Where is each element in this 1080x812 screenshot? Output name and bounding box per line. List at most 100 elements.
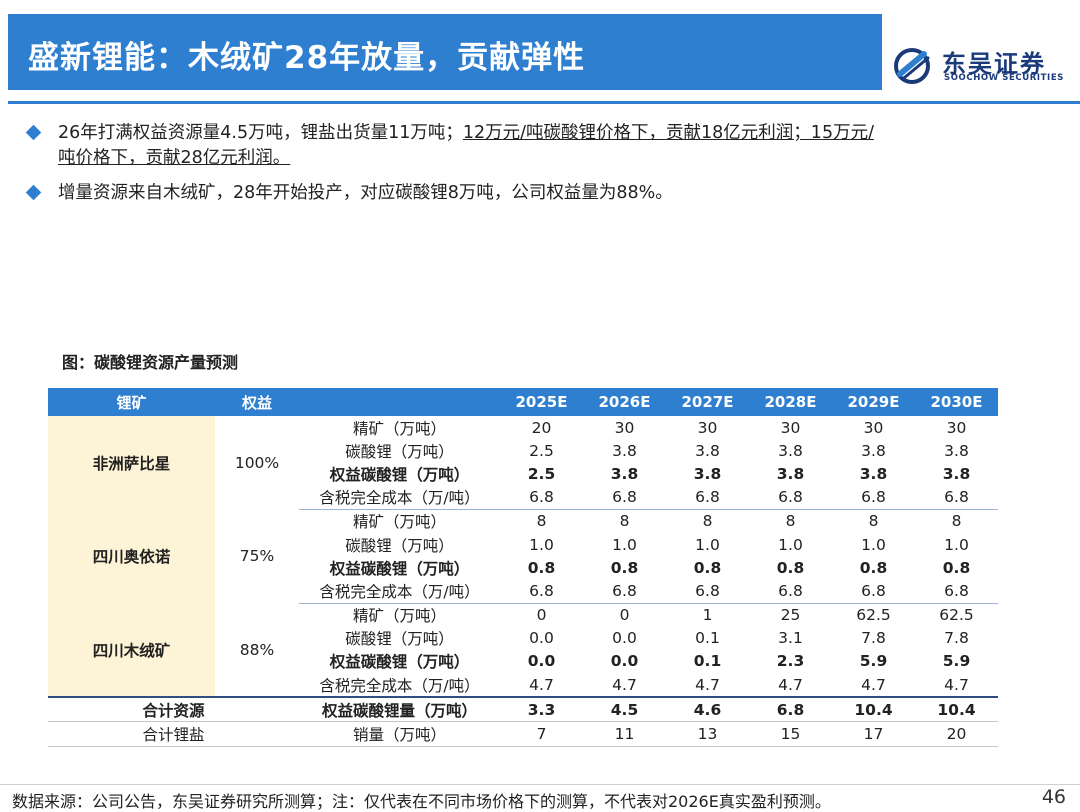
equity-share-cell: 100%	[234, 453, 280, 472]
value-cell: 1.0	[529, 535, 554, 554]
value-cell: 6.8	[500, 485, 583, 510]
table-row: 四川奥依诺 75% 精矿（万吨） 8 8 8 8 8 8	[48, 509, 998, 603]
header-year: 2028E	[749, 388, 832, 416]
value-cell: 1.0	[944, 535, 969, 554]
value-cell: 6.8	[666, 579, 749, 604]
table-row: 碳酸锂（万吨） 1.0 1.0 1.0 1.0 1.0 1.0	[48, 533, 998, 556]
bullet-text: 增量资源来自木绒矿，28年开始投产，对应碳酸锂8万吨，公司权益量为88%。	[58, 183, 673, 203]
table-row: 含税完全成本（万/吨） 6.8 6.8 6.8 6.8 6.8 6.8	[48, 579, 998, 604]
metric-cell: 含税完全成本（万/吨）	[319, 676, 480, 695]
value-cell: 30	[780, 418, 801, 437]
mine-name-cell: 四川奥依诺	[48, 509, 215, 603]
value-cell: 2.5	[529, 441, 554, 460]
value-cell: 4.7	[612, 675, 637, 694]
value-cell: 0	[619, 606, 630, 625]
value-cell: 30	[863, 418, 884, 437]
metric-cell: 含税完全成本（万/吨）	[299, 485, 500, 510]
value-cell: 7.8	[944, 629, 969, 648]
table-row: 碳酸锂（万吨） 2.5 3.8 3.8 3.8 3.8 3.8	[48, 439, 998, 462]
value-cell: 3.8	[861, 441, 886, 460]
value-cell: 3.8	[693, 464, 722, 483]
table-header-row: 锂矿 权益 2025E 2026E 2027E 2028E 2029E 2030…	[48, 388, 998, 416]
value-cell: 20	[531, 418, 552, 437]
value-cell: 0.0	[612, 629, 637, 648]
value-cell: 0.1	[693, 652, 722, 671]
value-cell: 1.0	[695, 535, 720, 554]
header-share: 权益	[215, 388, 299, 416]
value-cell: 6.8	[832, 485, 915, 510]
value-cell: 6.8	[749, 485, 832, 510]
value-cell: 6.8	[500, 579, 583, 604]
header-year: 2029E	[832, 388, 915, 416]
value-cell: 3.8	[776, 464, 805, 483]
value-cell: 0.8	[776, 558, 805, 577]
value-cell: 6.8	[583, 485, 666, 510]
metric-cell: 精矿（万吨）	[352, 513, 446, 532]
value-cell: 3.8	[778, 441, 803, 460]
value-cell: 0.1	[695, 629, 720, 648]
value-cell: 30	[946, 418, 967, 437]
value-cell: 4.7	[778, 675, 803, 694]
metric-cell: 权益碳酸锂（万吨）	[329, 465, 470, 484]
table-row: 含税完全成本（万/吨） 6.8 6.8 6.8 6.8 6.8 6.8	[48, 485, 998, 510]
header-year: 2025E	[500, 388, 583, 416]
value-cell: 5.9	[859, 652, 888, 671]
salt-label-cell: 合计锂盐	[48, 721, 299, 747]
value-cell: 4.7	[861, 675, 886, 694]
metric-cell: 权益碳酸锂（万吨）	[329, 559, 470, 578]
value-cell: 0.8	[859, 558, 888, 577]
salt-value-cell: 11	[583, 721, 666, 747]
total-value-cell: 10.4	[832, 696, 915, 723]
value-cell: 0.8	[942, 558, 971, 577]
metric-cell: 精矿（万吨）	[352, 607, 446, 626]
header-year: 2027E	[666, 388, 749, 416]
value-cell: 6.8	[832, 579, 915, 604]
salt-value-cell: 17	[832, 721, 915, 747]
value-cell: 8	[951, 512, 962, 531]
bullet-text-part: 26年打满权益资源量4.5万吨，锂盐出货量11万吨；	[58, 123, 463, 143]
value-cell: 62.5	[856, 606, 891, 625]
value-cell: 6.8	[915, 579, 998, 604]
header-metric	[299, 388, 500, 416]
production-forecast-table: 锂矿 权益 2025E 2026E 2027E 2028E 2029E 2030…	[48, 388, 998, 747]
value-cell: 1	[702, 606, 713, 625]
value-cell: 0.8	[693, 558, 722, 577]
metric-cell: 含税完全成本（万/吨）	[299, 579, 500, 604]
value-cell: 1.0	[612, 535, 637, 554]
header-year: 2030E	[915, 388, 998, 416]
metric-cell: 碳酸锂（万吨）	[345, 630, 454, 649]
metric-cell: 权益碳酸锂（万吨）	[329, 653, 470, 672]
salt-metric-cell: 销量（万吨）	[299, 721, 500, 747]
value-cell: 3.8	[942, 464, 971, 483]
metric-cell: 碳酸锂（万吨）	[345, 442, 454, 461]
value-cell: 25	[780, 606, 801, 625]
value-cell: 3.8	[695, 441, 720, 460]
total-value-cell: 4.6	[666, 696, 749, 723]
bullet-text-underlined-line2: 吨价格下，贡献28亿元利润。	[58, 148, 291, 168]
total-value-cell: 4.5	[583, 696, 666, 723]
value-cell: 62.5	[939, 606, 974, 625]
value-cell: 6.8	[583, 579, 666, 604]
value-cell: 8	[619, 512, 630, 531]
value-cell: 6.8	[915, 485, 998, 510]
figure-title: 图：碳酸锂资源产量预测	[62, 353, 239, 372]
logo-name-en: SOOCHOW SECURITIES	[944, 73, 1064, 83]
data-source-note: 数据来源：公司公告，东吴证券研究所测算；注：仅代表在不同市场价格下的测算，不代表…	[12, 792, 831, 811]
mine-name-cell: 非洲萨比星	[48, 416, 215, 510]
salt-value-cell: 13	[666, 721, 749, 747]
value-cell: 30	[614, 418, 635, 437]
metric-cell: 碳酸锂（万吨）	[345, 536, 454, 555]
value-cell: 2.3	[776, 652, 805, 671]
header-year: 2026E	[583, 388, 666, 416]
total-label-cell: 合计资源	[48, 696, 299, 723]
value-cell: 5.9	[942, 652, 971, 671]
equity-share-cell: 75%	[239, 547, 275, 566]
value-cell: 0	[536, 606, 547, 625]
table-row: 含税完全成本（万/吨） 4.7 4.7 4.7 4.7 4.7 4.7	[48, 673, 998, 697]
total-value-cell: 3.3	[500, 696, 583, 723]
value-cell: 6.8	[749, 579, 832, 604]
total-metric-cell: 权益碳酸锂量（万吨）	[299, 696, 500, 723]
table-row: 权益碳酸锂（万吨） 0.8 0.8 0.8 0.8 0.8 0.8	[48, 556, 998, 579]
total-value-cell: 10.4	[915, 696, 998, 723]
value-cell: 8	[536, 512, 547, 531]
